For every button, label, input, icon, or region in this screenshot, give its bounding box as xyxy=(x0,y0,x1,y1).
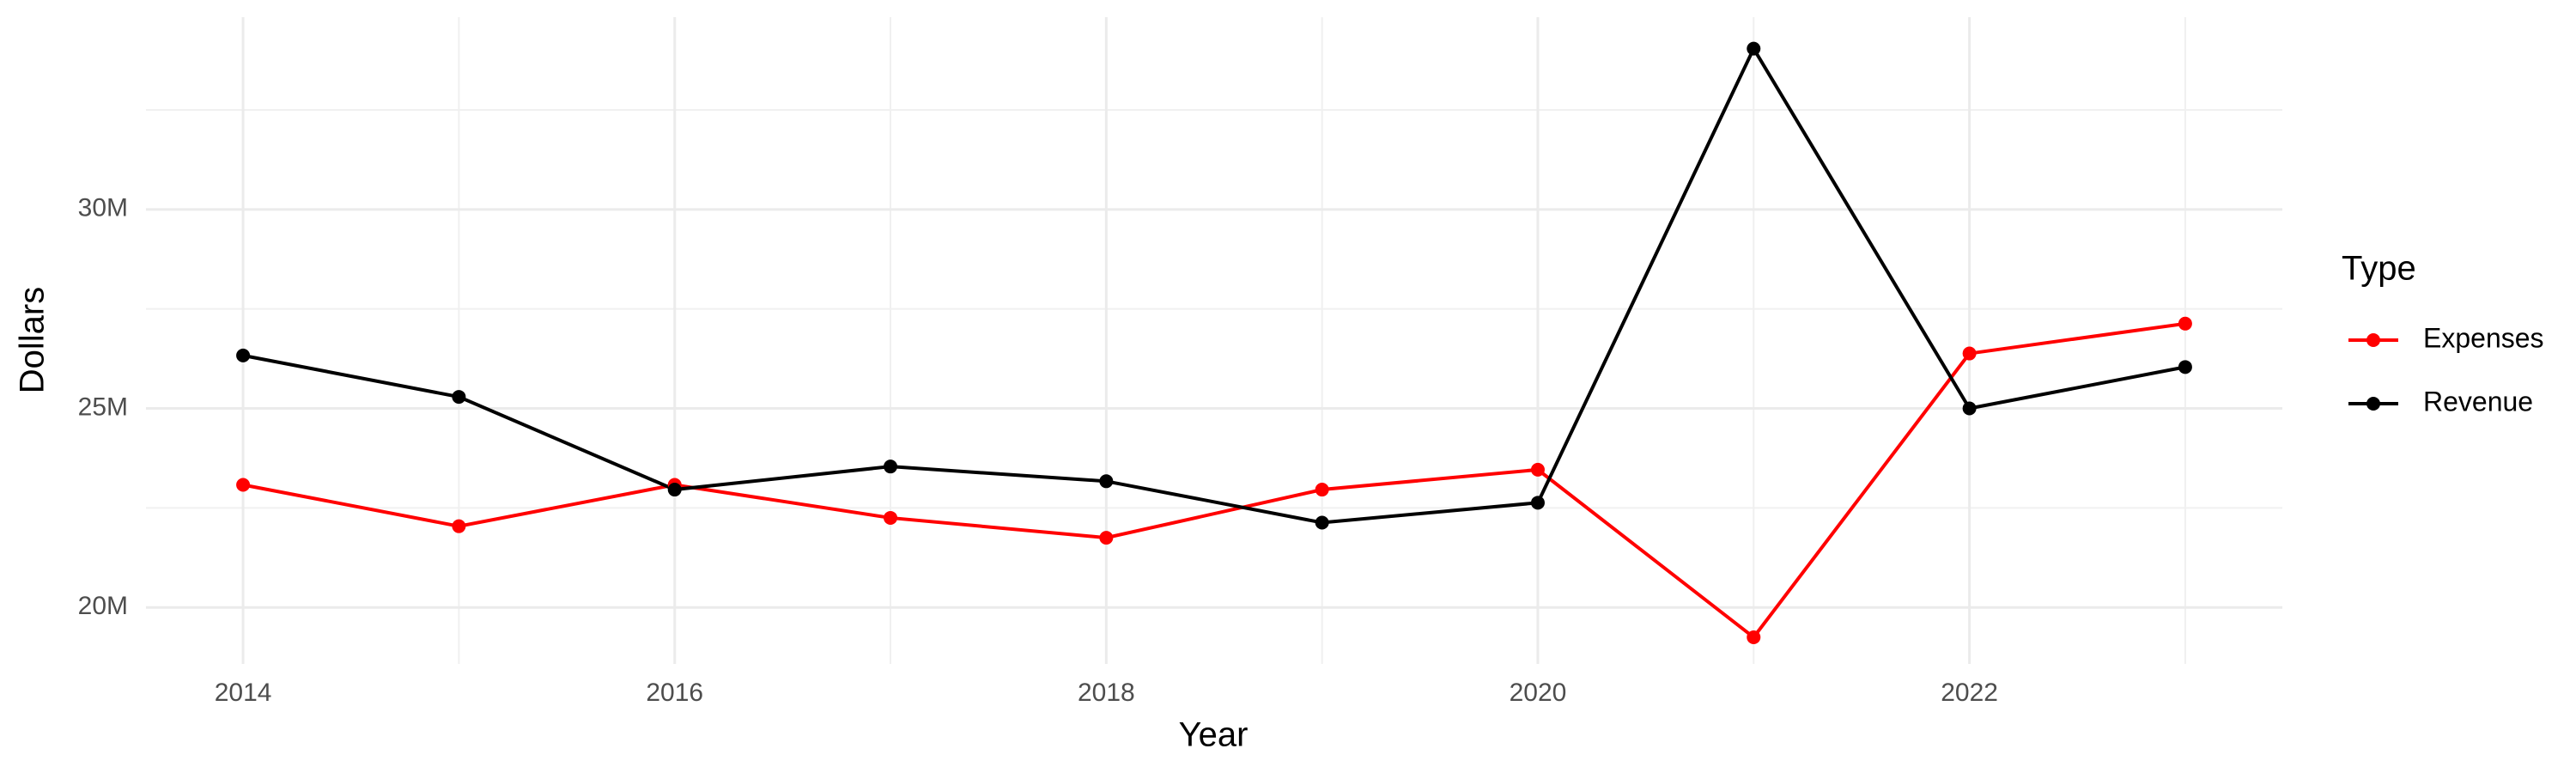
legend-title: Type xyxy=(2342,250,2416,288)
legend-marker xyxy=(2366,397,2380,411)
y-tick-label: 30M xyxy=(78,194,128,222)
data-point xyxy=(1099,474,1114,489)
data-point xyxy=(1747,41,1761,56)
data-point xyxy=(2178,316,2192,331)
data-point xyxy=(1530,462,1545,477)
data-point xyxy=(884,510,898,525)
x-axis-title: Year xyxy=(1179,716,1249,754)
x-tick-label: 2016 xyxy=(646,679,703,707)
series-line xyxy=(242,45,2186,525)
y-tick-label: 20M xyxy=(78,592,128,620)
data-point xyxy=(452,519,466,533)
data-point xyxy=(452,390,466,405)
data-point xyxy=(1747,630,1761,644)
x-tick-label: 2018 xyxy=(1078,679,1135,707)
legend-label: Revenue xyxy=(2423,386,2533,417)
y-axis-title: Dollars xyxy=(14,287,52,393)
data-point xyxy=(236,478,251,492)
data-point xyxy=(1315,515,1329,530)
data-point xyxy=(1530,496,1545,510)
y-tick-label: 25M xyxy=(78,393,128,421)
data-point xyxy=(1962,401,1977,416)
x-tick-label: 2014 xyxy=(215,679,272,707)
data-point xyxy=(884,460,898,474)
x-tick-label: 2020 xyxy=(1510,679,1567,707)
x-tick-label: 2022 xyxy=(1941,679,1998,707)
data-point xyxy=(1099,531,1114,545)
legend-label: Expenses xyxy=(2423,322,2544,353)
data-point xyxy=(1962,346,1977,361)
data-point xyxy=(667,483,682,497)
data-point xyxy=(236,348,251,362)
data-point xyxy=(2178,360,2192,374)
legend-marker xyxy=(2366,333,2380,347)
series-line xyxy=(242,321,2186,640)
data-point xyxy=(1315,483,1329,497)
